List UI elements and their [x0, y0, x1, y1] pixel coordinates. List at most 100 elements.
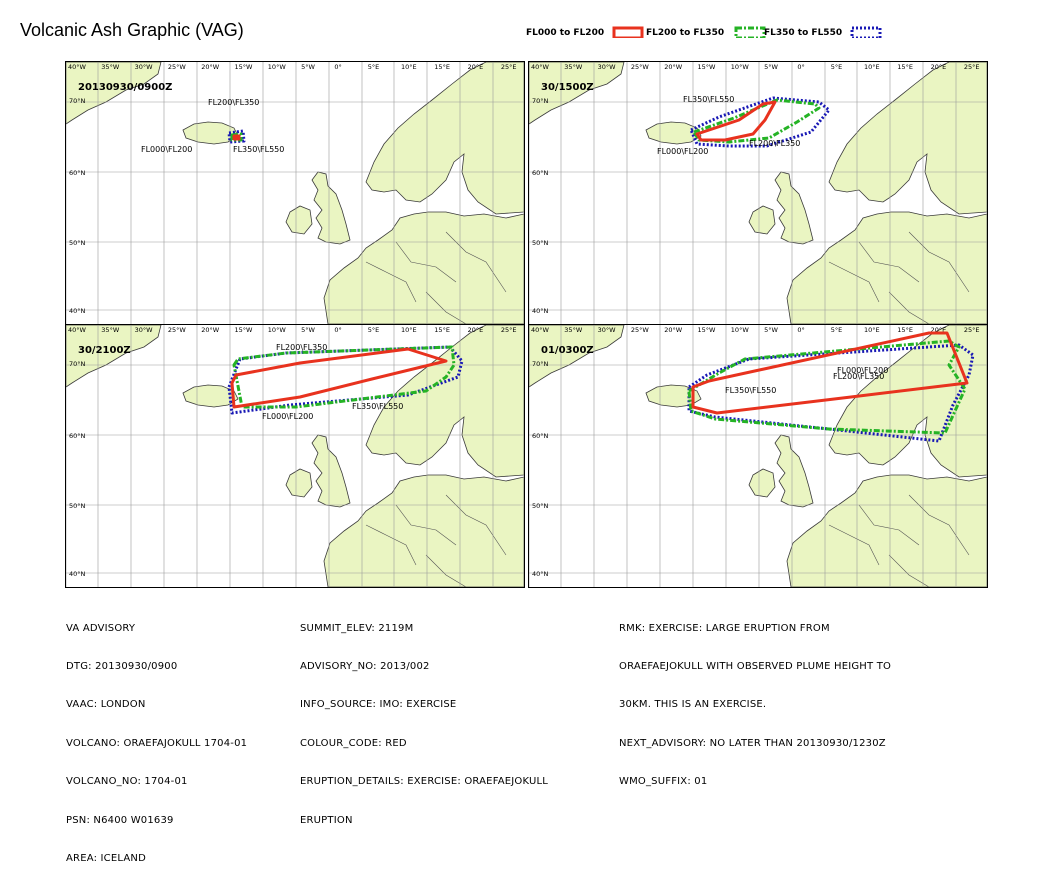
lon-tick-label: 10°W — [268, 63, 287, 71]
lat-tick-label: 70°N — [532, 97, 549, 105]
lon-tick-label: 35°W — [564, 326, 583, 334]
lon-tick-label: 20°W — [201, 326, 220, 334]
land-area — [285, 468, 313, 498]
legend-swatch-red — [612, 26, 644, 38]
level-annotation: FL000\FL200 — [141, 145, 192, 154]
land-area — [365, 62, 524, 215]
lon-tick-label: 15°E — [897, 326, 913, 334]
panel-time-label: 30/2100Z — [78, 345, 131, 356]
level-annotation: FL350\FL550 — [352, 402, 403, 411]
legend-swatch-green — [734, 26, 766, 38]
lon-tick-label: 35°W — [101, 326, 120, 334]
advisory-col-1: VA ADVISORY DTG: 20130930/0900 VAAC: LON… — [66, 597, 247, 891]
lon-tick-label: 25°W — [631, 326, 650, 334]
advisory-line: NEXT_ADVISORY: NO LATER THAN 20130930/12… — [619, 737, 886, 749]
advisory-line: WMO_SUFFIX: 01 — [619, 776, 708, 788]
map-panel-3[interactable]: 40°W 35°W 30°W 25°W 20°W 15°W 10°W 5°W 0° 5°E 10°E… — [65, 324, 525, 588]
lon-tick-label: 20°E — [468, 63, 484, 71]
lon-tick-label: 10°E — [401, 63, 417, 71]
level-annotation: FL350\FL550 — [725, 386, 776, 395]
lon-tick-label: 20°E — [468, 326, 484, 334]
land-area — [66, 325, 162, 388]
lat-tick-label: 70°N — [532, 360, 549, 368]
lon-tick-label: 30°W — [135, 326, 154, 334]
ash-cloud-fl200-fl350 — [232, 345, 456, 409]
level-annotation: FL200\FL350 — [749, 139, 800, 148]
lon-tick-label: 15°W — [698, 326, 717, 334]
advisory-line: VAAC: LONDON — [66, 699, 146, 711]
lon-tick-label: 25°E — [501, 326, 517, 334]
advisory-line: VOLCANO: ORAEFAJOKULL 1704-01 — [66, 737, 248, 749]
lon-tick-label: 40°W — [531, 326, 550, 334]
ash-cloud-fl350-fl550 — [227, 129, 246, 144]
lon-tick-label: 25°E — [501, 63, 517, 71]
advisory-col-3: RMK: EXERCISE: LARGE ERUPTION FROM ORAEF… — [619, 597, 891, 815]
lon-tick-label: 40°W — [68, 326, 87, 334]
map-canvas: 40°W 35°W 30°W 25°W 20°W 15°W 10°W 5°W 0° 5°E 10°E… — [66, 62, 524, 324]
land-area — [529, 62, 625, 125]
advisory-line: PSN: N6400 W01639 — [66, 814, 174, 826]
land-area — [323, 474, 524, 587]
lat-tick-label: 60°N — [532, 169, 549, 177]
lon-tick-label: 40°W — [531, 63, 550, 71]
lon-tick-label: 25°W — [631, 63, 650, 71]
advisory-line: ORAEFAEJOKULL WITH OBSERVED PLUME HEIGHT… — [619, 660, 892, 672]
lon-tick-label: 10°W — [731, 326, 750, 334]
ash-cloud-fl200-fl350 — [230, 132, 243, 142]
lon-tick-label: 5°W — [301, 63, 315, 71]
lon-tick-label: 10°W — [731, 63, 750, 71]
lon-tick-label: 0° — [797, 63, 804, 71]
advisory-line: 30KM. THIS IS AN EXERCISE. — [619, 699, 767, 711]
lon-tick-label: 20°W — [664, 63, 683, 71]
land-area — [786, 211, 987, 324]
advisory-line: AREA: ICELAND — [66, 852, 146, 864]
level-annotation: FL350\FL550 — [683, 95, 734, 104]
legend-swatch-blue — [850, 26, 882, 38]
lon-tick-label: 35°W — [101, 63, 120, 71]
lat-tick-label: 50°N — [69, 502, 86, 510]
land-area — [774, 434, 814, 508]
land-area — [323, 211, 524, 324]
panel-time-label: 01/0300Z — [541, 345, 594, 356]
advisory-line: SUMMIT_ELEV: 2119M — [300, 622, 414, 634]
lon-tick-label: 10°E — [401, 326, 417, 334]
map-panel-4[interactable]: 40°W 35°W 30°W 25°W 20°W 15°W 10°W 5°W 0° 5°E 10°E… — [528, 324, 988, 588]
land-area — [66, 62, 162, 125]
advisory-line: VA ADVISORY — [66, 622, 136, 634]
level-annotation: FL200\FL350 — [276, 343, 327, 352]
ash-cloud-fl000-fl200 — [232, 134, 241, 141]
land-area — [365, 325, 524, 478]
lon-tick-label: 5°E — [368, 326, 380, 334]
lat-tick-label: 40°N — [69, 570, 86, 578]
lon-tick-label: 25°E — [964, 326, 980, 334]
lon-tick-label: 5°W — [764, 326, 778, 334]
land-area — [748, 468, 776, 498]
legend-label: FL350 to FL550 — [764, 28, 843, 38]
advisory-col-2: SUMMIT_ELEV: 2119M ADVISORY_NO: 2013/002… — [300, 597, 548, 853]
panel-time-label: 30/1500Z — [541, 82, 594, 93]
lat-tick-label: 40°N — [69, 307, 86, 315]
ash-cloud-fl000-fl200 — [691, 331, 969, 415]
advisory-line: INFO_SOURCE: IMO: EXERCISE — [300, 699, 457, 711]
level-annotation: FL000\FL200 — [262, 412, 313, 421]
lat-tick-label: 50°N — [69, 239, 86, 247]
land-area — [529, 325, 625, 388]
lon-tick-label: 40°W — [68, 63, 87, 71]
lon-tick-label: 20°W — [664, 326, 683, 334]
land-area — [828, 62, 987, 215]
land-area — [786, 474, 987, 587]
lon-tick-label: 5°W — [764, 63, 778, 71]
lon-tick-label: 15°W — [698, 63, 717, 71]
map-panel-2[interactable]: 40°W 35°W 30°W 25°W 20°W 15°W 10°W 5°W 0° 5°E 10°E… — [528, 61, 988, 325]
land-area — [311, 171, 351, 245]
lon-tick-label: 10°E — [864, 63, 880, 71]
advisory-line: ERUPTION — [300, 814, 353, 826]
lon-tick-label: 15°W — [235, 63, 254, 71]
map-panel-1[interactable]: 40°W 35°W 30°W 25°W 20°W 15°W 10°W 5°W 0° 5°E 10°E… — [65, 61, 525, 325]
lat-tick-label: 40°N — [532, 570, 549, 578]
level-annotation: FL000\FL200 — [657, 147, 708, 156]
level-annotation: FL350\FL550 — [233, 145, 284, 154]
land-area — [311, 434, 351, 508]
lon-tick-label: 20°E — [931, 63, 947, 71]
land-area — [748, 205, 776, 235]
